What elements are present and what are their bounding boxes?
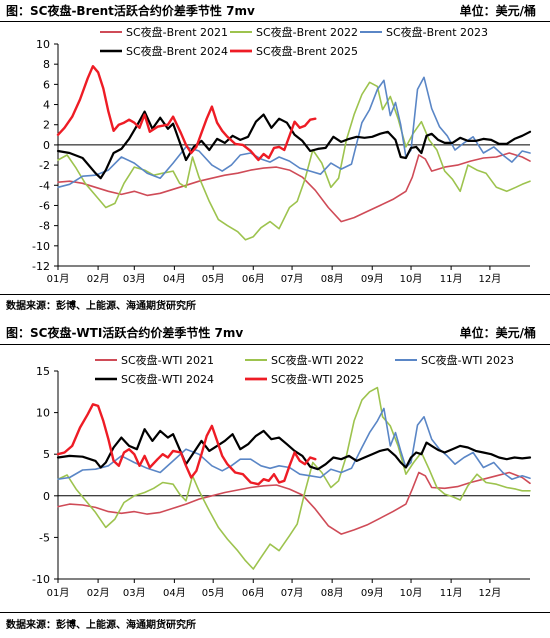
y-tick-label: -12 [32, 260, 50, 273]
unit-label: 单位：美元/桶 [459, 4, 536, 18]
series-line [56, 403, 317, 486]
y-tick-label: 10 [36, 38, 50, 51]
y-tick-label: -5 [39, 531, 50, 544]
legend-label: SC夜盘-WTI 2023 [421, 353, 514, 367]
chart-title: 图：SC夜盘-Brent活跃合约价差季节性 7mv [6, 4, 255, 18]
x-tick-label: 05月 [202, 587, 225, 599]
x-tick-label: 01月 [47, 273, 70, 285]
y-tick-label: -10 [32, 573, 50, 586]
x-tick-label: 10月 [400, 587, 423, 599]
y-tick-label: 2 [43, 119, 50, 132]
x-tick-label: 11月 [440, 587, 463, 599]
legend-label: SC夜盘-Brent 2023 [386, 25, 488, 39]
y-tick-label: -4 [39, 179, 50, 192]
x-tick-label: 07月 [281, 587, 304, 599]
y-tick-label: 0 [43, 139, 50, 152]
series-line [57, 152, 531, 223]
footer-rule [0, 612, 550, 613]
legend-label: SC夜盘-WTI 2024 [121, 372, 214, 386]
x-tick-label: 06月 [242, 587, 265, 599]
y-tick-label: -6 [39, 199, 50, 212]
data-source: 数据来源：彭博、上能源、海通期货研究所 [6, 620, 196, 631]
series-line [57, 386, 531, 570]
y-tick-label: 8 [43, 58, 50, 71]
x-tick-label: 08月 [321, 273, 344, 285]
data-source: 数据来源：彭博、上能源、海通期货研究所 [6, 301, 196, 312]
header-rule [0, 344, 550, 345]
legend-label: SC夜盘-WTI 2022 [271, 353, 364, 367]
series-line [56, 65, 317, 162]
x-tick-label: 03月 [123, 273, 146, 285]
y-tick-label: 10 [36, 407, 50, 420]
x-tick-label: 02月 [87, 273, 110, 285]
x-tick-label: 12月 [479, 273, 502, 285]
series-line [56, 110, 532, 180]
series-line [57, 407, 531, 480]
header-rule [0, 21, 550, 22]
x-tick-label: 07月 [281, 273, 304, 285]
chart-header: 图：SC夜盘-WTI活跃合约价差季节性 7mv 单位：美元/桶 [0, 322, 550, 342]
x-tick-label: 08月 [321, 587, 344, 599]
series-line [57, 76, 531, 189]
y-tick-label: -10 [32, 240, 50, 253]
y-tick-label: 0 [43, 490, 50, 503]
x-tick-label: 01月 [47, 587, 70, 599]
y-tick-label: 4 [43, 99, 50, 112]
x-tick-label: 06月 [242, 273, 265, 285]
unit-label: 单位：美元/桶 [459, 326, 536, 340]
x-tick-label: 11月 [440, 273, 463, 285]
x-tick-label: 09月 [361, 587, 384, 599]
chart-title: 图：SC夜盘-WTI活跃合约价差季节性 7mv [6, 326, 244, 340]
x-tick-label: 04月 [163, 587, 186, 599]
legend-label: SC夜盘-WTI 2021 [121, 353, 214, 367]
chart-header: 图：SC夜盘-Brent活跃合约价差季节性 7mv 单位：美元/桶 [0, 0, 550, 20]
y-tick-label: 15 [36, 365, 50, 378]
series-line [57, 471, 531, 535]
legend-label: SC夜盘-WTI 2025 [271, 372, 364, 386]
series-line [57, 81, 531, 241]
legend-label: SC夜盘-Brent 2022 [256, 25, 358, 39]
x-tick-label: 09月 [361, 273, 384, 285]
x-tick-label: 12月 [479, 587, 502, 599]
y-tick-label: -2 [39, 159, 50, 172]
y-tick-label: -8 [39, 220, 50, 233]
legend-label: SC夜盘-Brent 2025 [256, 44, 358, 58]
legend-label: SC夜盘-Brent 2024 [126, 44, 228, 58]
x-tick-label: 05月 [202, 273, 225, 285]
x-tick-label: 02月 [87, 587, 110, 599]
legend-label: SC夜盘-Brent 2021 [126, 25, 228, 39]
y-tick-label: 6 [43, 78, 50, 91]
x-tick-label: 10月 [400, 273, 423, 285]
x-tick-label: 03月 [123, 587, 146, 599]
footer-rule [0, 294, 550, 295]
y-tick-label: 5 [43, 448, 50, 461]
x-tick-label: 04月 [163, 273, 186, 285]
